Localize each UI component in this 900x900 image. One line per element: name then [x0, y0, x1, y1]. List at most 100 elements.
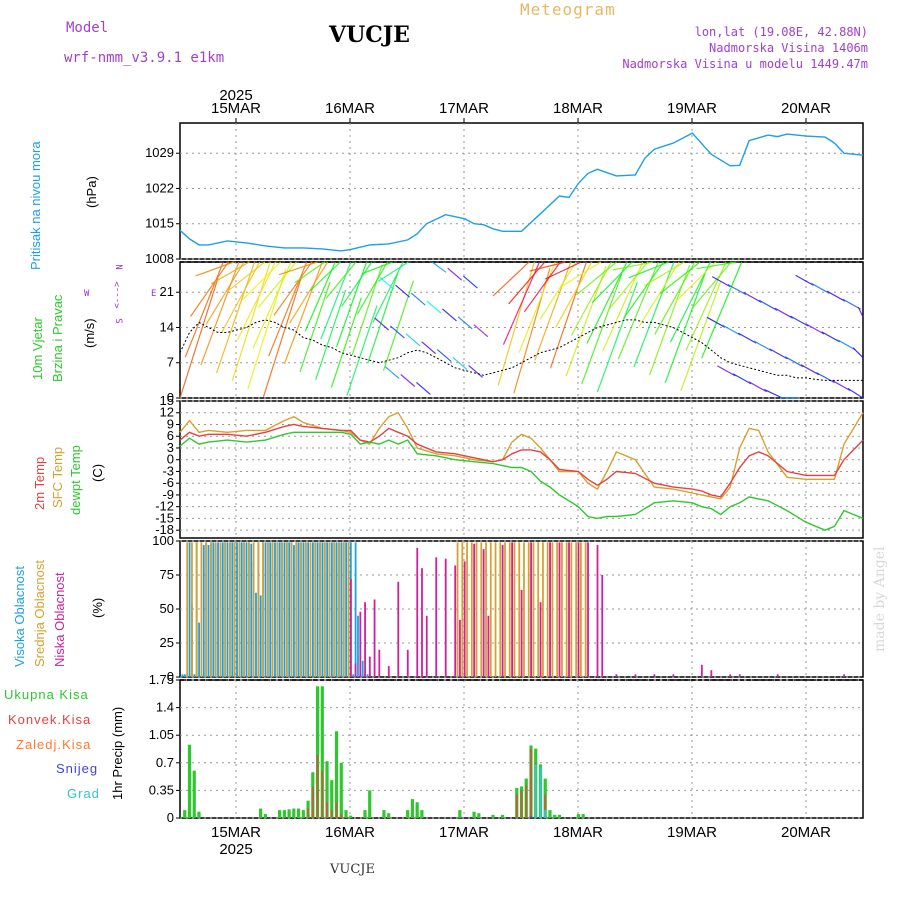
- y-tick-label: 12: [160, 405, 174, 420]
- mid-cloud-bar: [214, 542, 217, 677]
- wind-arrow: [273, 261, 313, 316]
- wind-arrow: [826, 290, 846, 302]
- y-tick-label: 15: [160, 393, 174, 408]
- wind-arrow: [384, 366, 400, 380]
- high-cloud-bar: [278, 542, 281, 677]
- y-tick-label: 1022: [145, 180, 174, 195]
- x-tick-label-bottom: 17MAR: [439, 824, 489, 841]
- wind-arrow: [299, 281, 331, 373]
- high-cloud-bar: [326, 542, 329, 677]
- mid-cloud-bar: [229, 542, 231, 677]
- mid-cloud-bar: [281, 542, 283, 677]
- wind-arrow: [410, 292, 426, 306]
- wind-arrow: [549, 261, 588, 369]
- mid-cloud-bar: [347, 542, 350, 677]
- x-tick-label-top: 19MAR: [667, 100, 717, 117]
- convective-precip-bar: [515, 794, 518, 818]
- mid-cloud-bar: [276, 542, 279, 677]
- y-tick-label: 9: [167, 416, 174, 431]
- high-cloud-bar: [321, 542, 324, 677]
- high-cloud-bar: [354, 542, 357, 677]
- mid-cloud-bar: [328, 542, 331, 677]
- wind-arrow: [831, 379, 851, 392]
- low-cloud-bar: [435, 557, 438, 677]
- snow-bar: [529, 816, 532, 818]
- convective-precip-bar: [525, 784, 528, 818]
- temp-2m-line: [179, 423, 864, 498]
- precip-legend-frozen: Zaledj.Kisa: [16, 737, 92, 752]
- precip-legend-snow: Snijeg: [56, 761, 99, 776]
- high-cloud-bar: [198, 622, 200, 677]
- low-cloud-bar: [354, 663, 357, 677]
- compass-e: E: [151, 289, 157, 299]
- total-precip-bar: [344, 810, 348, 818]
- high-cloud-bar: [259, 595, 262, 677]
- wind-arrow: [596, 281, 638, 393]
- total-precip-bar: [349, 815, 353, 818]
- high-cloud-bar: [255, 592, 257, 677]
- y-tick-label: 0: [167, 669, 174, 684]
- mid-cloud-bar: [186, 542, 189, 677]
- wind-arrow: [800, 364, 820, 376]
- low-cloud-bar: [568, 542, 570, 677]
- wind-arrow: [711, 276, 731, 288]
- low-cloud-bar: [520, 589, 523, 677]
- total-precip-bar: [296, 808, 301, 818]
- hail-bar: [534, 764, 537, 818]
- low-cloud-bar: [501, 545, 504, 677]
- wind-arrow: [591, 261, 633, 304]
- convective-precip-bar: [321, 770, 324, 818]
- total-precip-bar: [458, 810, 462, 818]
- mid-cloud-bar: [319, 542, 321, 677]
- total-precip-bar: [382, 810, 386, 818]
- mid-cloud-bar: [504, 542, 506, 677]
- mid-cloud-bar: [489, 542, 492, 677]
- wind-arrow: [356, 261, 388, 315]
- wind-arrow: [221, 261, 261, 333]
- high-cloud-bar: [283, 542, 286, 677]
- wind-arrow: [769, 348, 788, 360]
- convective-precip-bar: [335, 802, 338, 818]
- low-cloud-bar: [425, 615, 428, 677]
- high-cloud-bar: [345, 542, 348, 677]
- y-tick-label: 1008: [145, 251, 174, 266]
- total-precip-bar: [472, 811, 476, 818]
- convective-precip-bar: [307, 808, 310, 818]
- low-cloud-bar: [473, 543, 476, 677]
- wind-arrow: [211, 261, 250, 285]
- mid-cloud-bar: [238, 542, 241, 677]
- low-cloud-bar: [368, 656, 371, 677]
- wind-arrow: [748, 381, 767, 393]
- y-tick-label: 0.7: [156, 755, 174, 770]
- wind-arrow: [400, 374, 416, 387]
- total-precip-bar: [557, 814, 562, 818]
- mid-cloud-bar: [494, 542, 497, 677]
- station-title: VUCJE: [329, 22, 410, 48]
- mid-cloud-bar: [513, 542, 516, 677]
- x-tick-label-bottom: 15MAR: [211, 824, 261, 841]
- low-cloud-bar: [549, 542, 551, 677]
- high-cloud-bar: [330, 542, 333, 677]
- low-cloud-bar: [397, 581, 400, 677]
- y-tick-label: 1.05: [149, 727, 174, 742]
- high-cloud-bar: [221, 542, 224, 677]
- total-precip-bar: [330, 780, 334, 818]
- low-cloud-bar: [349, 579, 352, 677]
- total-precip-bar: [410, 799, 415, 818]
- total-precip-bar: [339, 762, 343, 818]
- high-cloud-bar: [357, 615, 359, 677]
- wind-arrow: [638, 261, 680, 327]
- low-cloud-bar: [487, 615, 490, 677]
- total-precip-bar: [301, 810, 305, 818]
- wind-arrow: [389, 325, 405, 339]
- mid-cloud-bar: [338, 542, 340, 677]
- high-cloud-bar: [297, 542, 300, 677]
- high-cloud-bar: [352, 674, 355, 677]
- y-tick-label: 3: [167, 440, 174, 455]
- wind-arrows: [179, 261, 864, 399]
- mid-cloud-bar: [205, 542, 208, 677]
- wind-arrow: [262, 276, 303, 397]
- wind-arrow: [570, 261, 612, 336]
- wind-arrow: [690, 261, 732, 310]
- mid-cloud-bar: [271, 542, 274, 677]
